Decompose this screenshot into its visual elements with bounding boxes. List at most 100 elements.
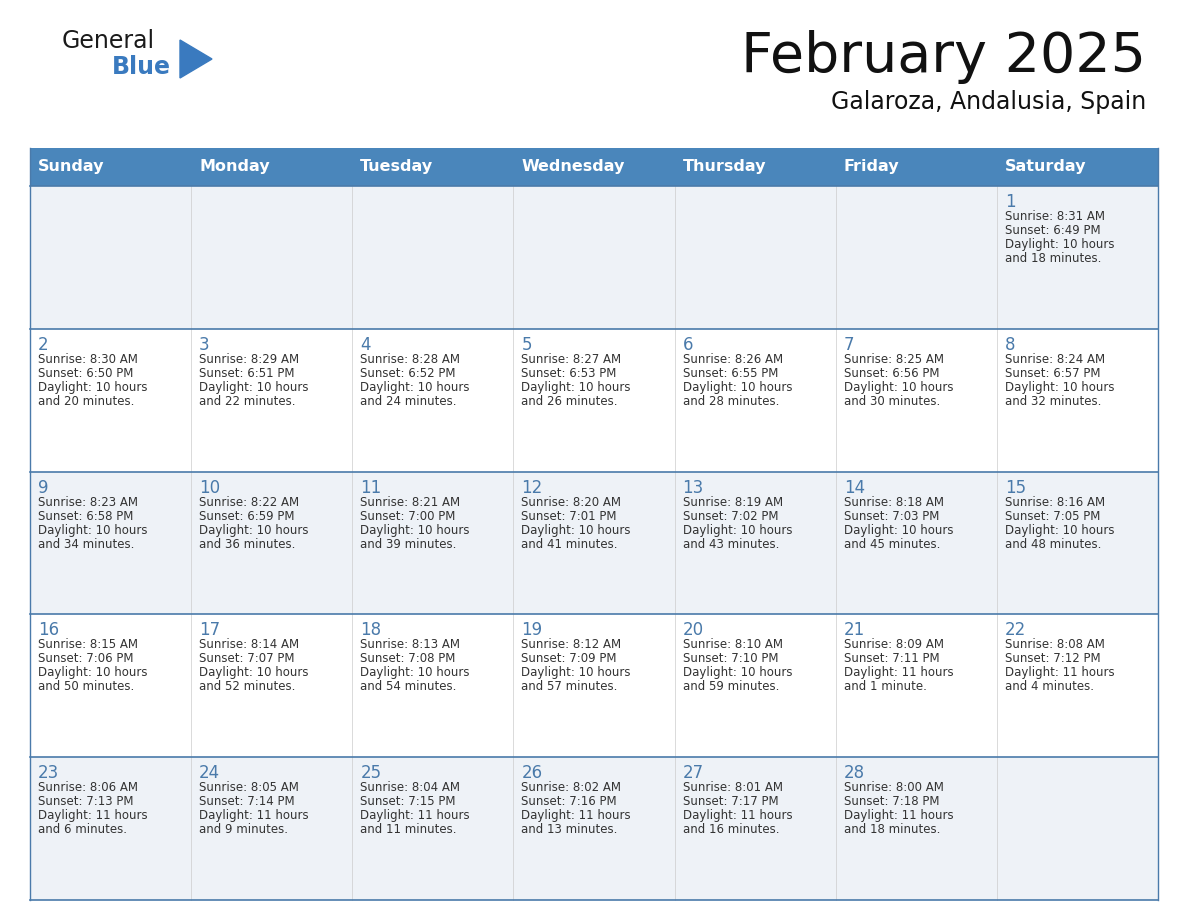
- Text: Sunrise: 8:16 AM: Sunrise: 8:16 AM: [1005, 496, 1105, 509]
- Text: 22: 22: [1005, 621, 1026, 640]
- Text: and 57 minutes.: and 57 minutes.: [522, 680, 618, 693]
- Text: Sunrise: 8:06 AM: Sunrise: 8:06 AM: [38, 781, 138, 794]
- Text: and 13 minutes.: and 13 minutes.: [522, 823, 618, 836]
- Text: and 18 minutes.: and 18 minutes.: [843, 823, 940, 836]
- Text: Sunrise: 8:18 AM: Sunrise: 8:18 AM: [843, 496, 943, 509]
- Text: Sunrise: 8:31 AM: Sunrise: 8:31 AM: [1005, 210, 1105, 223]
- Text: 17: 17: [200, 621, 220, 640]
- Text: and 18 minutes.: and 18 minutes.: [1005, 252, 1101, 265]
- Text: Daylight: 10 hours: Daylight: 10 hours: [683, 523, 792, 537]
- Text: Sunrise: 8:12 AM: Sunrise: 8:12 AM: [522, 638, 621, 652]
- Bar: [30, 148, 1158, 186]
- Text: Sunrise: 8:13 AM: Sunrise: 8:13 AM: [360, 638, 460, 652]
- Text: Daylight: 10 hours: Daylight: 10 hours: [843, 381, 953, 394]
- Text: Sunset: 7:02 PM: Sunset: 7:02 PM: [683, 509, 778, 522]
- Bar: [30, 614, 1158, 757]
- Text: and 4 minutes.: and 4 minutes.: [1005, 680, 1094, 693]
- Text: Wednesday: Wednesday: [522, 160, 625, 174]
- Text: and 43 minutes.: and 43 minutes.: [683, 538, 779, 551]
- Text: Sunset: 7:06 PM: Sunset: 7:06 PM: [38, 653, 133, 666]
- Text: Sunrise: 8:20 AM: Sunrise: 8:20 AM: [522, 496, 621, 509]
- Text: Daylight: 11 hours: Daylight: 11 hours: [200, 809, 309, 823]
- Text: and 24 minutes.: and 24 minutes.: [360, 395, 456, 408]
- Text: Sunrise: 8:26 AM: Sunrise: 8:26 AM: [683, 353, 783, 365]
- Text: Sunset: 7:11 PM: Sunset: 7:11 PM: [843, 653, 940, 666]
- Text: Sunset: 6:56 PM: Sunset: 6:56 PM: [843, 367, 940, 380]
- Text: Sunrise: 8:14 AM: Sunrise: 8:14 AM: [200, 638, 299, 652]
- Text: Daylight: 10 hours: Daylight: 10 hours: [200, 523, 309, 537]
- Text: 2: 2: [38, 336, 49, 353]
- Text: 11: 11: [360, 478, 381, 497]
- Text: Sunrise: 8:15 AM: Sunrise: 8:15 AM: [38, 638, 138, 652]
- Text: Daylight: 11 hours: Daylight: 11 hours: [843, 809, 953, 823]
- Text: Sunrise: 8:05 AM: Sunrise: 8:05 AM: [200, 781, 299, 794]
- Text: Thursday: Thursday: [683, 160, 766, 174]
- Text: and 22 minutes.: and 22 minutes.: [200, 395, 296, 408]
- Bar: [30, 186, 1158, 329]
- Text: Galaroza, Andalusia, Spain: Galaroza, Andalusia, Spain: [830, 90, 1146, 114]
- Text: Daylight: 10 hours: Daylight: 10 hours: [1005, 523, 1114, 537]
- Text: Sunrise: 8:04 AM: Sunrise: 8:04 AM: [360, 781, 460, 794]
- Text: Sunset: 6:55 PM: Sunset: 6:55 PM: [683, 367, 778, 380]
- Text: Daylight: 11 hours: Daylight: 11 hours: [843, 666, 953, 679]
- Text: Sunset: 7:13 PM: Sunset: 7:13 PM: [38, 795, 133, 808]
- Text: Sunset: 7:12 PM: Sunset: 7:12 PM: [1005, 653, 1100, 666]
- Text: Sunrise: 8:21 AM: Sunrise: 8:21 AM: [360, 496, 461, 509]
- Text: Sunset: 6:57 PM: Sunset: 6:57 PM: [1005, 367, 1100, 380]
- Text: and 20 minutes.: and 20 minutes.: [38, 395, 134, 408]
- Text: and 16 minutes.: and 16 minutes.: [683, 823, 779, 836]
- Bar: [30, 757, 1158, 900]
- Text: and 41 minutes.: and 41 minutes.: [522, 538, 618, 551]
- Text: Monday: Monday: [200, 160, 270, 174]
- Text: and 36 minutes.: and 36 minutes.: [200, 538, 296, 551]
- Text: Daylight: 10 hours: Daylight: 10 hours: [522, 381, 631, 394]
- Text: General: General: [62, 29, 156, 53]
- Text: and 39 minutes.: and 39 minutes.: [360, 538, 456, 551]
- Text: and 28 minutes.: and 28 minutes.: [683, 395, 779, 408]
- Text: and 1 minute.: and 1 minute.: [843, 680, 927, 693]
- Text: Sunset: 7:15 PM: Sunset: 7:15 PM: [360, 795, 456, 808]
- Text: Sunrise: 8:08 AM: Sunrise: 8:08 AM: [1005, 638, 1105, 652]
- Text: Daylight: 10 hours: Daylight: 10 hours: [38, 381, 147, 394]
- Text: and 59 minutes.: and 59 minutes.: [683, 680, 779, 693]
- Text: Daylight: 10 hours: Daylight: 10 hours: [38, 523, 147, 537]
- Text: Sunset: 7:08 PM: Sunset: 7:08 PM: [360, 653, 456, 666]
- Text: and 50 minutes.: and 50 minutes.: [38, 680, 134, 693]
- Text: February 2025: February 2025: [741, 30, 1146, 84]
- Text: 19: 19: [522, 621, 543, 640]
- Text: Sunrise: 8:01 AM: Sunrise: 8:01 AM: [683, 781, 783, 794]
- Text: Daylight: 11 hours: Daylight: 11 hours: [38, 809, 147, 823]
- Text: Daylight: 10 hours: Daylight: 10 hours: [843, 523, 953, 537]
- Text: Sunset: 6:50 PM: Sunset: 6:50 PM: [38, 367, 133, 380]
- Text: Sunset: 6:58 PM: Sunset: 6:58 PM: [38, 509, 133, 522]
- Text: Daylight: 11 hours: Daylight: 11 hours: [683, 809, 792, 823]
- Text: 5: 5: [522, 336, 532, 353]
- Text: Daylight: 10 hours: Daylight: 10 hours: [38, 666, 147, 679]
- Text: 21: 21: [843, 621, 865, 640]
- Text: 20: 20: [683, 621, 703, 640]
- Text: 4: 4: [360, 336, 371, 353]
- Text: Daylight: 10 hours: Daylight: 10 hours: [683, 381, 792, 394]
- Text: Sunrise: 8:00 AM: Sunrise: 8:00 AM: [843, 781, 943, 794]
- Text: Friday: Friday: [843, 160, 899, 174]
- Text: 27: 27: [683, 764, 703, 782]
- Text: Sunset: 7:14 PM: Sunset: 7:14 PM: [200, 795, 295, 808]
- Text: Sunset: 6:51 PM: Sunset: 6:51 PM: [200, 367, 295, 380]
- Text: Sunset: 7:16 PM: Sunset: 7:16 PM: [522, 795, 617, 808]
- Text: Saturday: Saturday: [1005, 160, 1086, 174]
- Text: Sunrise: 8:02 AM: Sunrise: 8:02 AM: [522, 781, 621, 794]
- Text: 15: 15: [1005, 478, 1026, 497]
- Text: Sunday: Sunday: [38, 160, 105, 174]
- Text: 7: 7: [843, 336, 854, 353]
- Text: Sunset: 7:00 PM: Sunset: 7:00 PM: [360, 509, 456, 522]
- Text: Daylight: 10 hours: Daylight: 10 hours: [522, 666, 631, 679]
- Text: Sunrise: 8:23 AM: Sunrise: 8:23 AM: [38, 496, 138, 509]
- Text: 25: 25: [360, 764, 381, 782]
- Text: Sunrise: 8:19 AM: Sunrise: 8:19 AM: [683, 496, 783, 509]
- Text: 28: 28: [843, 764, 865, 782]
- Text: Sunset: 7:05 PM: Sunset: 7:05 PM: [1005, 509, 1100, 522]
- Text: Sunset: 7:09 PM: Sunset: 7:09 PM: [522, 653, 617, 666]
- Text: Sunrise: 8:09 AM: Sunrise: 8:09 AM: [843, 638, 943, 652]
- Text: Sunset: 6:59 PM: Sunset: 6:59 PM: [200, 509, 295, 522]
- Text: and 52 minutes.: and 52 minutes.: [200, 680, 296, 693]
